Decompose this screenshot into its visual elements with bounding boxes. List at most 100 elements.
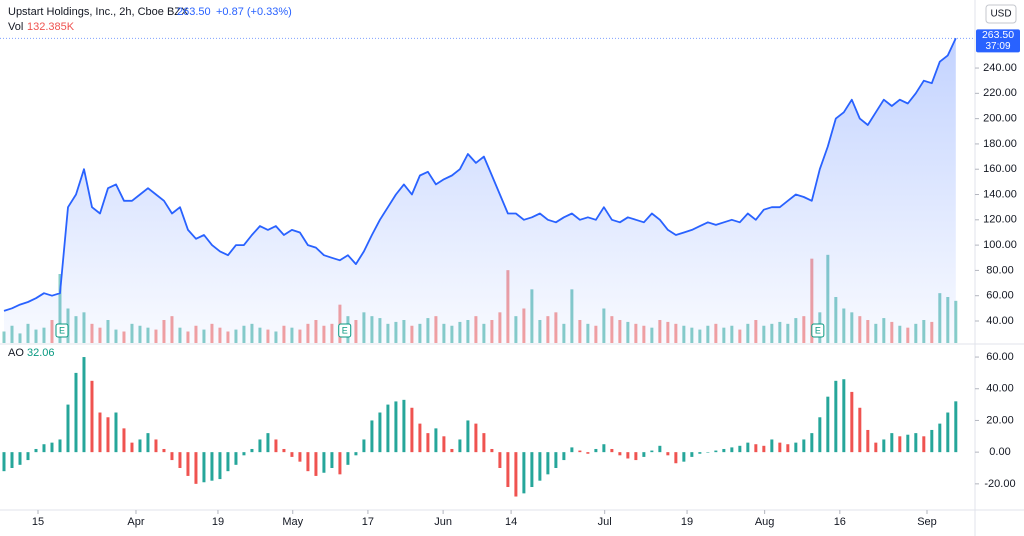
ao-bar: [674, 452, 678, 464]
ao-bar: [738, 445, 742, 453]
ao-bar: [554, 452, 558, 468]
ao-bar: [242, 452, 246, 456]
y-tick-label: 160.00: [983, 163, 1017, 175]
ao-tick-label: 0.00: [989, 446, 1010, 458]
ao-bar: [66, 404, 70, 453]
ao-bar: [938, 423, 942, 453]
ao-bar: [42, 444, 46, 453]
ao-bar: [626, 452, 630, 459]
ao-bar: [834, 380, 838, 453]
ao-bar: [114, 412, 118, 453]
ao-tick-label: 20.00: [986, 414, 1014, 426]
x-tick-label: Jul: [598, 516, 612, 528]
ao-bar: [930, 429, 934, 453]
ao-bar: [546, 452, 550, 475]
ao-bar: [2, 452, 6, 472]
ao-bar: [274, 439, 278, 453]
earnings-marker: [338, 323, 352, 338]
ao-tick-label: 60.00: [986, 351, 1014, 363]
ao-bar: [90, 380, 94, 453]
ao-bar: [922, 436, 926, 453]
ao-bar: [754, 444, 758, 453]
ao-bar: [402, 399, 406, 453]
ao-bar: [202, 452, 206, 483]
x-tick-label: 17: [362, 516, 374, 528]
ao-bar: [266, 433, 270, 453]
y-tick-label: 40.00: [986, 315, 1014, 327]
volume-last: 132.385K: [27, 21, 75, 33]
ao-bar: [642, 452, 646, 457]
x-tick-label: 14: [505, 516, 517, 528]
ao-label: AO: [8, 347, 24, 359]
x-tick-label: May: [282, 516, 303, 528]
y-tick-label: 180.00: [983, 138, 1017, 150]
ao-bar: [882, 439, 886, 453]
ao-bar: [178, 452, 182, 468]
ao-bar: [346, 452, 350, 465]
ao-bar: [578, 450, 582, 453]
ao-bar: [122, 428, 126, 453]
last-price-label: 263.50: [982, 29, 1014, 41]
ao-bar: [682, 452, 686, 462]
y-tick-label: 60.00: [986, 290, 1014, 302]
ao-bar: [802, 439, 806, 453]
x-tick-label: Aug: [755, 516, 775, 528]
ao-bar: [570, 447, 574, 453]
ao-bar: [498, 452, 502, 468]
ao-bar: [530, 452, 534, 488]
earnings-label: E: [815, 325, 821, 335]
ao-bar: [426, 433, 430, 453]
marks: [2, 37, 958, 497]
ao-bar: [146, 433, 150, 453]
ao-bar: [914, 433, 918, 453]
ao-bar: [866, 429, 870, 453]
ao-bar: [410, 407, 414, 453]
ao-bar: [50, 442, 54, 453]
x-tick-label: Apr: [127, 516, 144, 528]
ao-tick-label: -20.00: [984, 478, 1015, 490]
ao-bar: [506, 452, 510, 488]
ao-bar: [690, 452, 694, 457]
ao-bar: [562, 452, 566, 461]
ao-bar: [474, 423, 478, 453]
last-price: 263.50: [177, 6, 211, 18]
earnings-marker: [55, 323, 69, 338]
ao-bar: [306, 452, 310, 472]
ao-bar: [490, 448, 494, 453]
ao-bar: [26, 452, 30, 461]
ao-bar: [194, 452, 198, 484]
ao-bar: [770, 439, 774, 453]
x-tick-label: 19: [681, 516, 693, 528]
ao-bar: [330, 452, 334, 468]
currency[interactable]: USD: [990, 9, 1011, 20]
ao-bar: [850, 391, 854, 453]
ao-bar: [226, 452, 230, 472]
ao-bar: [778, 442, 782, 453]
ao-bar: [234, 452, 238, 465]
ao-bar: [98, 412, 102, 453]
countdown: 37:09: [985, 41, 1010, 52]
ao-bar: [74, 372, 78, 453]
ao-bar: [794, 442, 798, 453]
ao-bar: [602, 444, 606, 453]
ao-bar: [514, 452, 518, 497]
ao-bar: [370, 420, 374, 453]
ao-bar: [898, 436, 902, 453]
y-tick-label: 240.00: [983, 62, 1017, 74]
x-tick-label: Sep: [917, 516, 937, 528]
ao-bar: [858, 407, 862, 453]
ao-bar: [434, 428, 438, 453]
x-tick-label: Jun: [434, 516, 452, 528]
currency-button[interactable]: [985, 4, 1017, 24]
ao-bar: [218, 452, 222, 480]
last-price-box: [976, 29, 1020, 53]
ao-bar: [722, 448, 726, 453]
ao-bar: [314, 452, 318, 476]
chart-title: Upstart Holdings, Inc., 2h, Cboe BZX: [8, 6, 189, 18]
ao-bar: [714, 450, 718, 453]
ao-tick-label: 40.00: [986, 383, 1014, 395]
ao-bar: [810, 433, 814, 453]
ao-bar: [706, 452, 710, 453]
ao-bar: [170, 452, 174, 461]
ao-bar: [290, 452, 294, 457]
